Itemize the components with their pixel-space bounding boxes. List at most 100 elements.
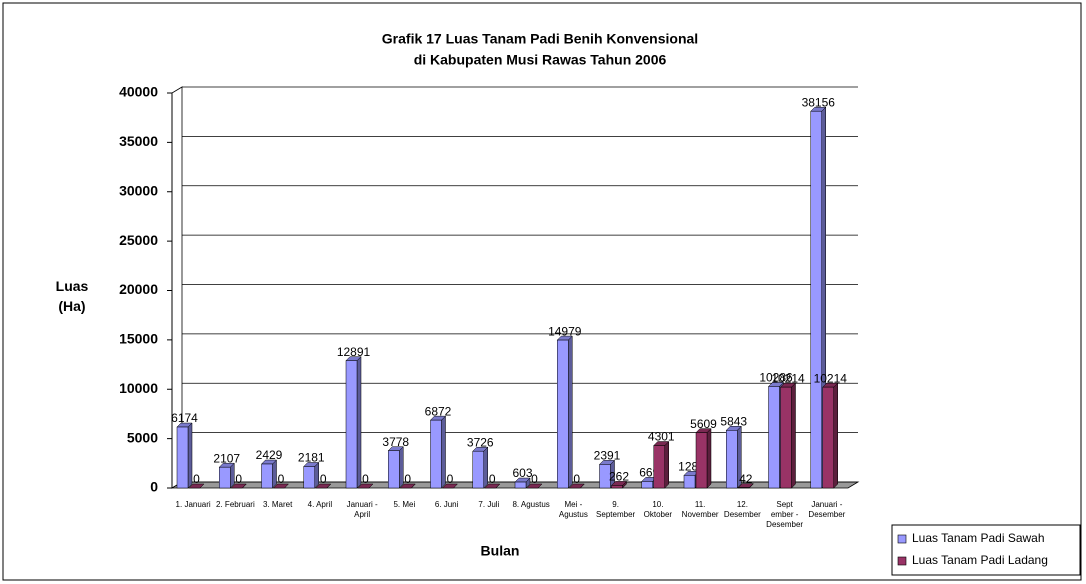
data-label: 0 [235, 472, 242, 486]
bar [610, 480, 628, 489]
bar-front [780, 386, 792, 489]
x-axis-title: Bulan [481, 543, 520, 559]
bar-front [768, 386, 780, 489]
bar-side [706, 428, 712, 489]
bar-front [303, 466, 315, 489]
bar-front [472, 450, 484, 489]
data-label: 262 [609, 470, 629, 484]
data-label: 0 [531, 472, 538, 486]
bar [725, 425, 742, 489]
bar-front [430, 419, 442, 489]
x-tick-label: 6. Juni [434, 500, 459, 509]
x-tick-label: 2. Februari [216, 500, 255, 509]
bar [472, 446, 489, 489]
bar [315, 483, 332, 489]
y-tick-label: 20000 [119, 281, 158, 297]
bar [514, 477, 531, 489]
data-label: 0 [193, 472, 200, 486]
bar-side [187, 422, 193, 489]
bar [737, 482, 754, 489]
y-tick-label: 10000 [119, 380, 158, 396]
data-label: 0 [489, 472, 496, 486]
bar [598, 459, 616, 489]
x-tick-label: 1. Januari [175, 500, 211, 509]
data-label: 10286 [759, 371, 793, 385]
bar-top [188, 483, 205, 489]
bar [653, 440, 670, 489]
bar-front [176, 426, 189, 489]
bar [218, 462, 235, 489]
bar [779, 382, 797, 489]
bar-front [653, 445, 665, 489]
bar-top [315, 483, 332, 489]
data-label: 0 [447, 472, 454, 486]
legend-box [891, 524, 1081, 576]
y-tick-label: 30000 [119, 182, 158, 198]
data-label: 3726 [467, 435, 494, 449]
data-label: 2391 [594, 449, 621, 463]
x-tick-label: 11. November [681, 500, 719, 519]
x-tick-label: 4. April [307, 500, 333, 509]
bar [303, 461, 320, 489]
y-tick-label: 40000 [119, 84, 158, 100]
chart-title: Grafik 17 Luas Tanam Padi Benih Konvensi… [382, 31, 698, 47]
bar-front [388, 450, 400, 489]
bar [399, 483, 416, 489]
bar-front [683, 475, 696, 489]
bar [568, 483, 585, 489]
data-label: 38156 [802, 95, 836, 109]
x-tick-label: Januari - Desember [808, 500, 846, 519]
bar-front [514, 481, 527, 489]
bar-front [599, 464, 611, 489]
y-tick-label: 0 [150, 479, 158, 495]
data-label: 5843 [720, 414, 747, 428]
bar-side [314, 461, 319, 489]
bar [272, 483, 290, 489]
y-tick-label: 15000 [119, 331, 158, 347]
x-tick-label: 9. September [596, 500, 636, 519]
bar-top [568, 483, 585, 489]
bar-front [345, 360, 358, 489]
data-label: 0 [320, 472, 327, 486]
bar-front [261, 463, 273, 489]
bar [357, 483, 374, 489]
legend-swatch [897, 556, 907, 566]
bar [230, 483, 247, 489]
data-label: 2181 [298, 451, 325, 465]
data-label: 6174 [171, 411, 198, 425]
x-tick-label: Januari - April [346, 500, 378, 519]
bar [556, 335, 573, 489]
bar [188, 483, 205, 489]
bar [526, 483, 543, 489]
bar [387, 446, 404, 489]
x-tick-label: 7. Juli [478, 500, 500, 509]
bar [260, 459, 278, 489]
data-label: 5609 [690, 417, 717, 431]
bar-front [726, 430, 738, 489]
bar-front [557, 339, 569, 489]
bar-side [441, 415, 446, 489]
bar-top [399, 483, 416, 489]
data-label: 0 [404, 472, 411, 486]
chart-subtitle: di Kabupaten Musi Rawas Tahun 2006 [414, 52, 667, 68]
bar-side [399, 446, 404, 489]
bar-side [272, 459, 277, 489]
bar [429, 415, 447, 489]
bar [822, 382, 839, 489]
data-label: 6872 [425, 404, 452, 418]
data-label: 10214 [814, 371, 848, 385]
bar-top [441, 483, 459, 489]
bar-front [641, 481, 653, 489]
x-tick-label: Sept ember - Desember [766, 500, 804, 529]
x-tick-label: 8. Agustus [512, 500, 550, 509]
legend-swatch [897, 534, 907, 544]
x-tick-label: Mei - Agustus [558, 500, 588, 519]
y-tick-label: 35000 [119, 133, 158, 149]
x-tick-label: 5. Mei [393, 500, 416, 509]
bar [484, 483, 501, 489]
data-label: 0 [362, 472, 369, 486]
bar-front [219, 466, 231, 489]
data-label: 10214 [771, 371, 805, 385]
